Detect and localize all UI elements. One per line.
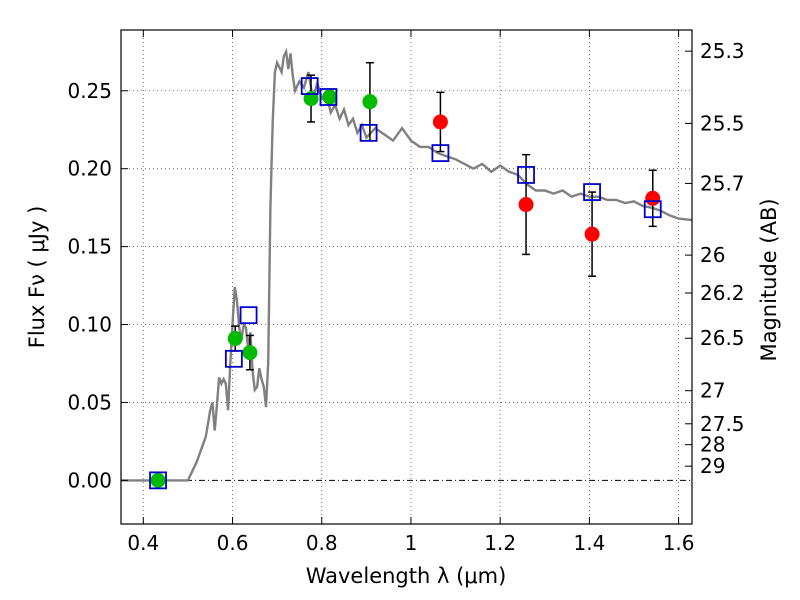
y-tick-label: 0.15 — [67, 235, 112, 259]
model-square — [149, 471, 167, 490]
magnitude-tick-label: 27 — [700, 379, 725, 403]
magnitude-tick-label: 26.5 — [700, 326, 745, 350]
plot-frame — [120, 29, 693, 525]
magnitude-tick-label: 28 — [700, 433, 725, 457]
x-axis-label: Wavelength λ (μm) — [306, 564, 507, 588]
y-tick-label: 0.05 — [67, 390, 112, 414]
x-tick-label: 1.4 — [573, 531, 605, 555]
data-point — [518, 197, 534, 213]
magnitude-tick-label: 29 — [700, 454, 725, 478]
magnitude-tick-label: 25.7 — [700, 171, 745, 195]
data-point — [645, 190, 661, 206]
data-point — [432, 114, 448, 130]
data-marks — [149, 61, 662, 490]
data-point — [322, 89, 338, 105]
y-axis-label: Flux Fν ( μJy ) — [25, 206, 49, 349]
data-point — [242, 345, 258, 361]
model-square — [319, 88, 338, 106]
y-tick-label: 0.10 — [67, 313, 112, 337]
plot-area — [121, 30, 692, 524]
x-tick-label: 0.6 — [217, 531, 249, 555]
model-square — [431, 144, 450, 163]
x-tick-label: 1.2 — [484, 531, 516, 555]
x-tick-label: 0.4 — [127, 531, 159, 555]
x-tick-label: 1 — [405, 531, 418, 555]
magnitude-tick-label: 25.3 — [700, 39, 745, 63]
model-square — [224, 349, 243, 368]
model-square — [643, 200, 662, 219]
magnitude-tick-label: 25.5 — [700, 111, 745, 135]
data-point — [362, 94, 378, 110]
magnitude-tick-label: 26.2 — [700, 281, 745, 305]
y-tick-label: 0.00 — [67, 468, 112, 492]
model-square — [359, 123, 378, 142]
magnitude-tick-label: 26 — [700, 243, 725, 267]
y-tick-label: 0.20 — [67, 157, 112, 181]
magnitude-axis-label: Magnitude (AB) — [757, 198, 781, 361]
data-point — [584, 226, 600, 242]
data-point — [150, 472, 166, 488]
model-square — [517, 166, 535, 184]
x-tick-label: 1.6 — [663, 531, 695, 555]
magnitude-tick-label: 27.5 — [700, 412, 745, 436]
axis-ticks: 0.4 0.6 0.8 1 1.2 1.4 1.6 0.00 0.05 0.10 0.15 0.20 0… — [67, 30, 745, 555]
data-point — [227, 331, 243, 347]
y-tick-label: 0.25 — [67, 79, 112, 103]
x-tick-label: 0.8 — [306, 531, 338, 555]
model-square — [583, 183, 601, 201]
model-square — [300, 77, 319, 96]
model-square — [239, 306, 258, 325]
